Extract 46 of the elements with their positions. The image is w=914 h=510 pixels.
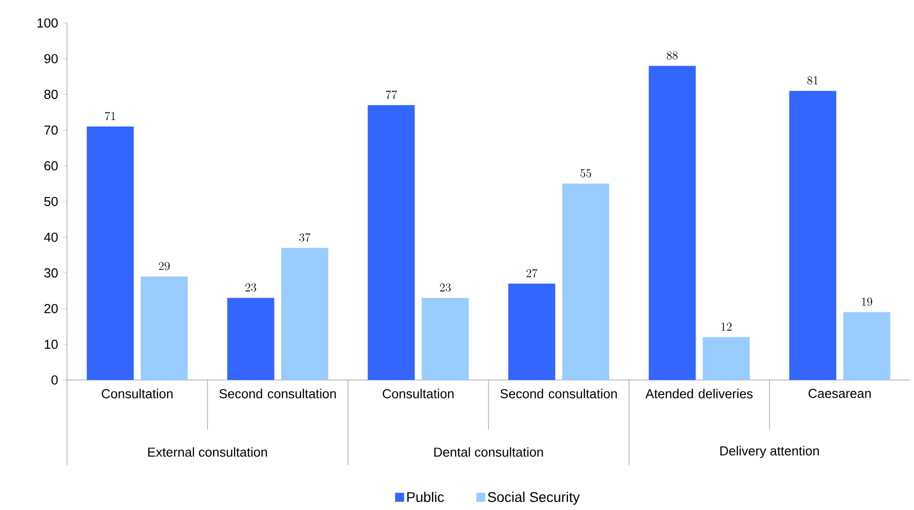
data-label: 23 <box>245 283 256 292</box>
text: Delivery attention <box>720 446 819 458</box>
bar <box>281 248 328 380</box>
bar <box>843 312 890 380</box>
y-tick-label: 50 <box>44 196 58 206</box>
bar <box>140 276 188 380</box>
data-label: 29 <box>158 262 170 270</box>
y-tick-label: 40 <box>44 232 58 242</box>
text: Dental consultation <box>434 447 543 457</box>
bar <box>368 105 415 380</box>
x-tick-label: Second consultation <box>500 388 617 398</box>
data-label: 37 <box>299 233 310 242</box>
legend-label: Public <box>407 492 444 502</box>
bar <box>86 126 134 380</box>
data-label: 77 <box>386 90 397 99</box>
bar <box>789 90 836 380</box>
x-tick-label: Second consultation <box>219 388 336 398</box>
y-tick-label: 20 <box>44 304 58 314</box>
x-tick-label: Consultation <box>102 388 173 398</box>
y-tick-label: 30 <box>44 268 58 278</box>
bar <box>227 298 274 380</box>
data-label: 23 <box>440 283 451 292</box>
bar <box>508 284 556 380</box>
x-tick-label: Caesarean <box>808 388 871 398</box>
y-tick-label: 100 <box>38 18 58 28</box>
x-tick-label: Atended deliveries <box>645 388 753 398</box>
bar <box>648 66 696 380</box>
y-tick-label: 10 <box>44 340 58 349</box>
data-label: 88 <box>666 51 678 60</box>
data-label: 81 <box>807 76 818 85</box>
y-tick-label: 80 <box>44 90 58 99</box>
data-label: 19 <box>862 298 872 306</box>
y-tick-label: 0 <box>51 375 58 385</box>
y-tick-label: 60 <box>44 161 58 170</box>
data-label: 12 <box>721 322 732 331</box>
bar <box>702 337 750 380</box>
data-label: 55 <box>580 169 592 178</box>
x-tick-label: Consultation <box>382 388 454 398</box>
legend-label: Social Security <box>488 492 580 505</box>
text: External consultation <box>148 447 267 457</box>
data-label: 71 <box>105 112 116 120</box>
bar <box>422 298 469 380</box>
y-tick-label: 70 <box>44 125 58 135</box>
y-tick-label: 90 <box>44 54 58 64</box>
bar <box>562 184 610 380</box>
data-label: 27 <box>526 268 538 278</box>
